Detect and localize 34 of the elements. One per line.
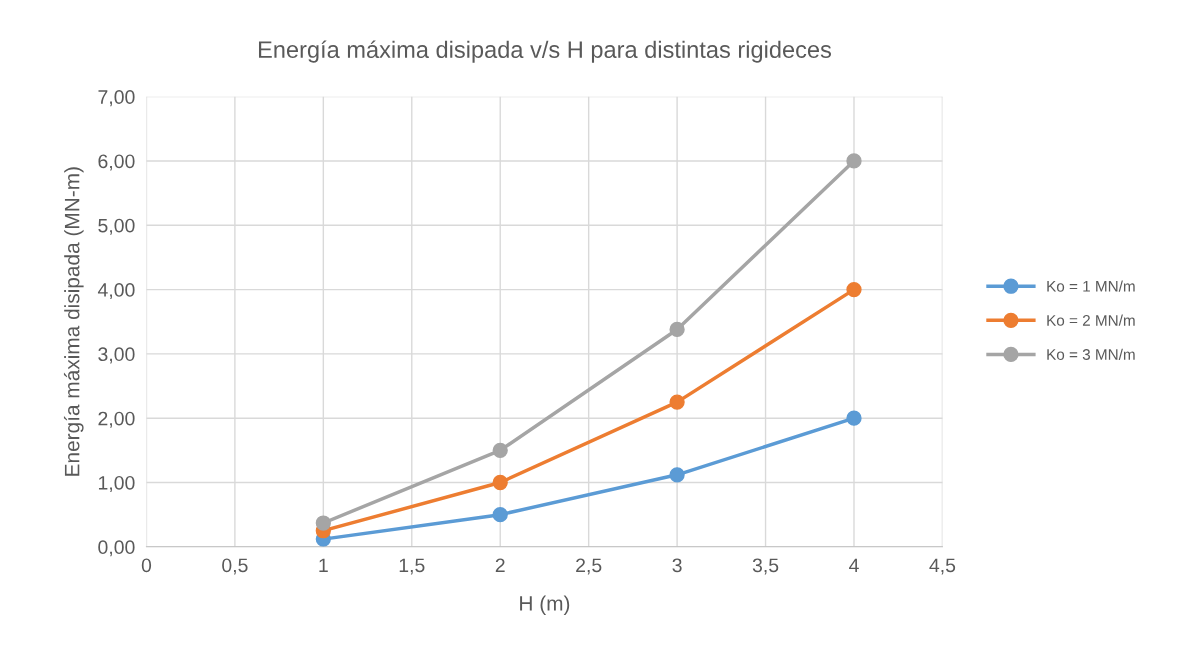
point	[669, 321, 685, 338]
y-tick-label: 1,00	[98, 475, 135, 493]
x-tick-label: 4,5	[929, 558, 956, 575]
y-tick-label: 7,00	[98, 90, 135, 107]
legend-label: Ko = 2 MN/m	[1047, 314, 1135, 326]
x-tick-label: 1,5	[399, 558, 425, 575]
x-tick-label: 1	[319, 558, 328, 573]
x-tick-label: 3	[672, 558, 682, 573]
y-tick-label: 0,00	[98, 540, 135, 557]
point	[846, 410, 862, 426]
x-tick-label: 2	[495, 558, 505, 573]
point	[492, 442, 508, 458]
y-tick-label: 3,00	[98, 347, 135, 364]
point	[492, 474, 508, 491]
point	[846, 153, 862, 169]
point	[315, 515, 331, 531]
x-tick-label: 0	[141, 558, 152, 573]
y-tick-label: 2,00	[98, 411, 135, 428]
x-tick-label: 0,5	[222, 558, 248, 575]
y-axis-title: Energía máxima disipada (MN-m)	[63, 167, 84, 476]
chart-title: Energía máxima disipada v/s H para distintas rigideces	[258, 40, 832, 63]
x-tick-label: 4	[849, 558, 859, 573]
legend-label: Ko = 3 MN/m	[1047, 348, 1135, 360]
y-tick-label: 5,00	[98, 218, 135, 235]
point	[846, 281, 862, 298]
point	[492, 507, 508, 523]
y-tick-label: 6,00	[98, 154, 135, 171]
y-tick-label: 4,00	[97, 283, 135, 300]
point	[669, 467, 685, 483]
x-axis-title: H (m)	[520, 595, 570, 615]
point	[669, 394, 685, 410]
x-tick-label: 2,5	[576, 558, 602, 575]
legend-label: Ko = 1 MN/m	[1047, 280, 1135, 292]
x-tick-label: 3,5	[752, 558, 779, 575]
